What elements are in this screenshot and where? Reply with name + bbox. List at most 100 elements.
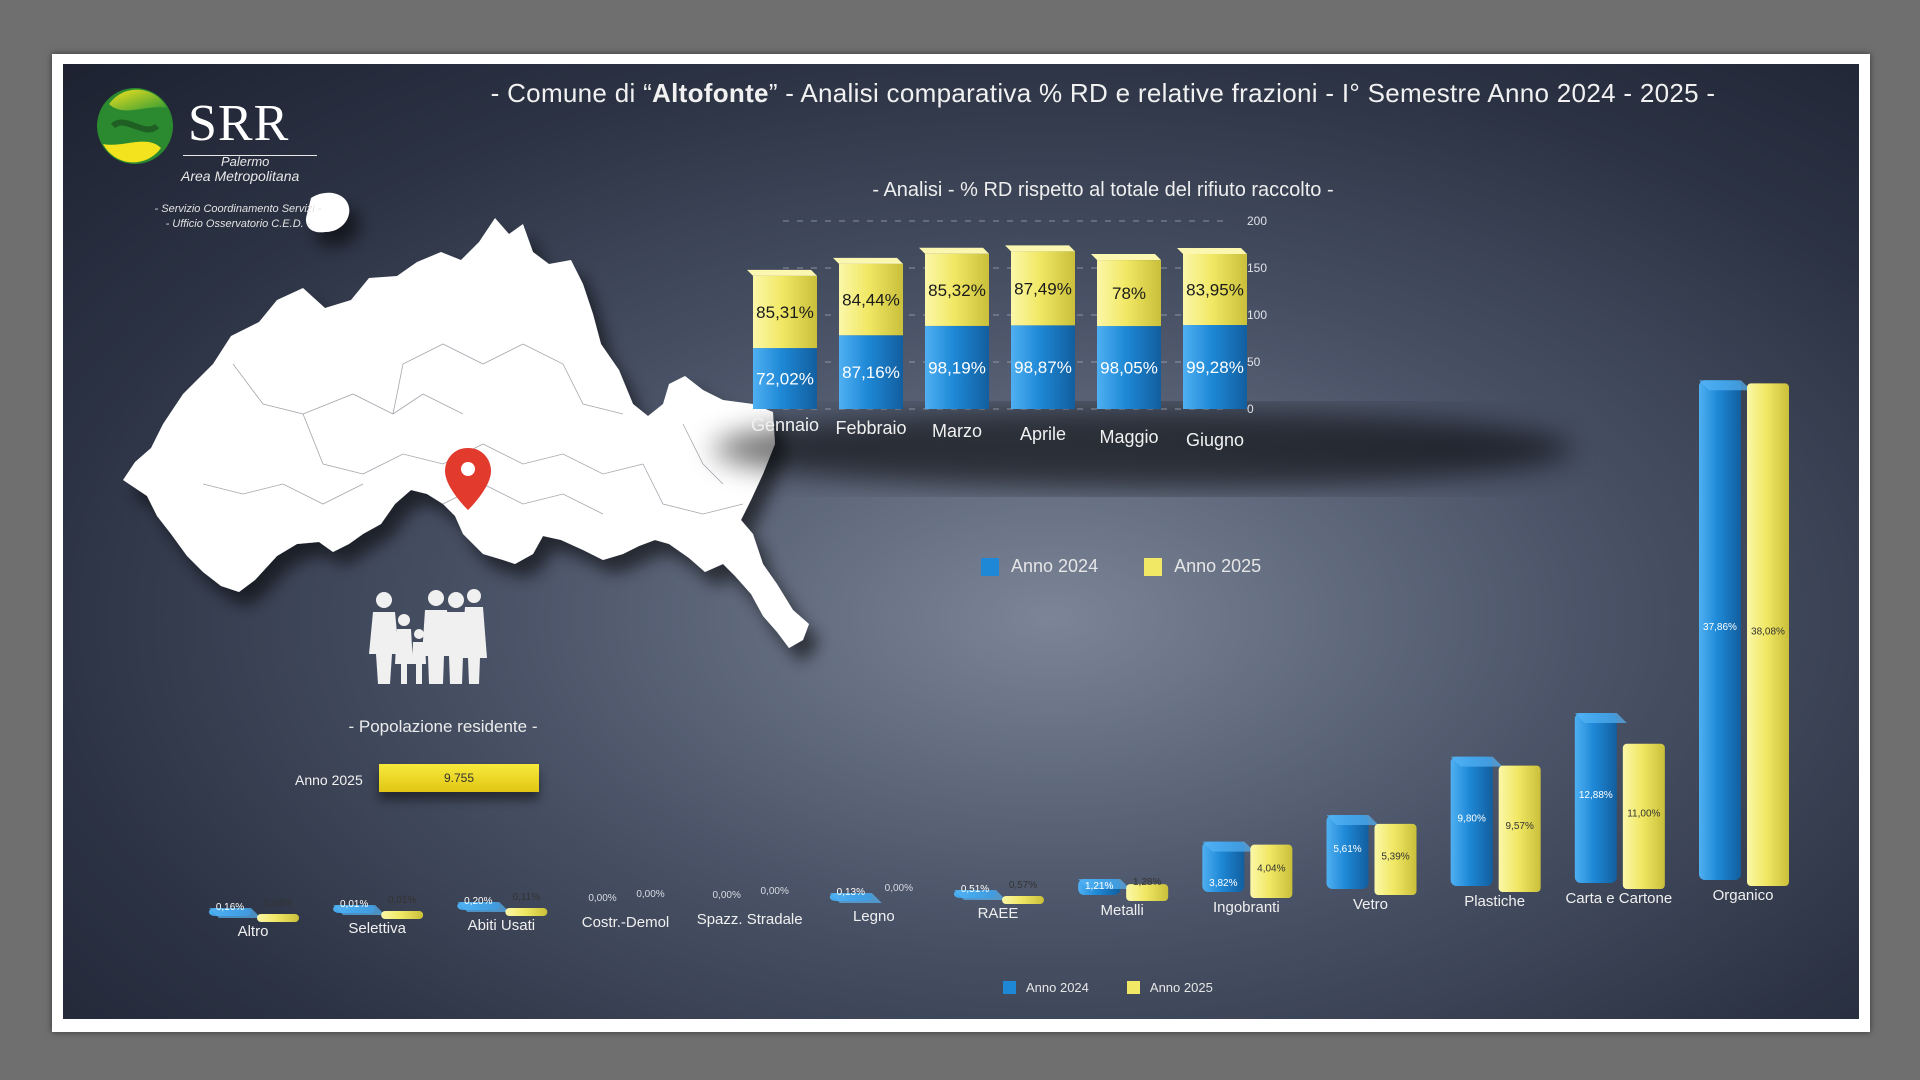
territory-map [123,192,809,648]
chart1-bar-top [1091,254,1161,261]
chart1-ytick-label: 100 [1247,308,1267,322]
fractions-chart: 0,16% 0,04% Altro 0,01% 0,01% Selettiva 0,20% 0… [209,380,1789,940]
chart1-ytick-label: 150 [1247,261,1267,275]
chart2-label-2025: 11,00% [1627,808,1660,819]
chart1-bar-top [747,269,817,276]
chart2-bar-top [1078,879,1131,890]
chart2-label-2024: 5,61% [1333,844,1361,855]
chart2-category-label: Altro [238,923,269,940]
legend2-label-2024: Anno 2024 [1026,980,1089,995]
chart2-bar-top [1450,756,1503,767]
chart1-label-2024: 98,05% [1100,359,1158,378]
chart2-bar-2025 [1250,844,1293,898]
chart2-category-label: Organico [1713,887,1774,904]
chart2-category-label: Abiti Usati [468,917,536,934]
chart2-bar-2024 [1326,814,1369,889]
chart2-label-2025: 0,57% [1009,880,1037,891]
chart2-label-2025: 38,08% [1751,627,1785,638]
chart1-label-2025: 85,32% [928,281,986,300]
chart2-label-2025: 0,00% [885,883,913,894]
chart2-bar-top [1202,841,1255,852]
chart2-bar-top [209,908,261,918]
chart1-bar-top [919,247,989,254]
chart1-bar-2025 [1097,260,1161,327]
chart2-category-label: RAEE [978,905,1019,922]
chart2-bar-top [954,890,1006,900]
chart1-ytick-label: 0 [1247,402,1254,416]
chart1-bar-2024 [1183,325,1247,409]
chart2-label-2025: 0,11% [513,892,541,903]
chart1-label-2025: 85,31% [756,303,814,322]
chart1-title: - Analisi - % RD rispetto al totale del … [872,179,1334,201]
chart2-label-2024: 0,00% [712,890,740,901]
chart1-bar-top [833,257,903,264]
logo-subtitle-1: Palermo [221,154,270,169]
legend2-swatch-2024 [1003,981,1016,994]
chart2-legend: Anno 2024 Anno 2025 [1003,980,1213,995]
chart1-label-2024: 99,28% [1186,358,1244,377]
chart2-category-label: Vetro [1353,896,1388,913]
chart1-bar-2024 [1011,325,1075,409]
chart2-bar-2025 [257,914,299,922]
chart1-bar-2025 [839,263,903,336]
chart1-bar-2025 [1011,251,1075,326]
logo-divider [183,155,317,156]
chart2-label-2024: 9,80% [1457,813,1485,824]
chart2-label-2024: 37,86% [1703,622,1737,633]
chart2-bar-top [457,902,510,912]
legend-label-2025: Anno 2025 [1174,556,1262,576]
legend2-swatch-2025 [1126,981,1140,994]
chart1-bar-2024 [1097,326,1161,409]
chart1-label-2024: 98,19% [928,358,986,377]
chart1-legend: Anno 2024 Anno 2025 [981,556,1261,577]
legend-label-2024: Anno 2024 [1011,556,1099,576]
chart2-label-2025: 0,00% [760,886,788,897]
chart2-bar-top [333,905,386,915]
chart2-label-2024: 3,82% [1209,878,1237,889]
chart1-bar-top [1005,245,1075,252]
chart1-label-2025: 87,49% [1014,279,1072,298]
chart2-bar-2025 [1498,765,1541,892]
chart1-category-label: Gennaio [751,415,819,435]
chart1-category-label: Giugno [1186,430,1244,450]
office-line-2: - Ufficio Osservatorio C.E.D. - [165,218,311,230]
chart1-ytick-label: 200 [1247,214,1267,228]
population-year: Anno 2025 [295,772,363,788]
chart2-label-2025: 5,39% [1381,851,1409,862]
chart1-label-2024: 98,87% [1014,358,1072,377]
chart2-category-label: Costr.-Demol [582,914,670,931]
chart2-category-label: Selettiva [348,920,406,937]
legend2-label-2025: Anno 2025 [1149,980,1213,995]
chart1-ytick-label: 50 [1247,355,1261,369]
chart2-category-label: Spazz. Stradale [697,911,803,928]
chart2-bar-2025 [1126,884,1169,901]
chart2-label-2025: 0,00% [636,889,664,900]
chart2-label-2025: 4,04% [1257,863,1285,874]
chart2-label-2024: 12,88% [1579,790,1613,801]
office-line-1: - Servizio Coordinamento Servizi - [154,203,322,215]
chart2-label-2024: 0,01% [340,899,368,910]
chart1-bar-2024 [839,335,903,409]
chart2-label-2024: 0,13% [837,887,865,898]
chart2-bar-top [1574,712,1627,723]
chart2-label-2025: 9,57% [1505,821,1533,832]
chart2-bar-2025 [1622,743,1665,889]
chart1-bar-2024 [925,325,989,409]
chart2-bar-2024 [1202,841,1245,892]
chart2-label-2024: 0,00% [588,893,616,904]
page-title: - Comune di “Altofonte” - Analisi compar… [490,78,1716,108]
population-icon [369,589,487,684]
chart2-bar-2025 [381,911,424,919]
legend-swatch-2025 [1144,557,1163,576]
infographic-panel: 200 150 100 50 0 72,02% 85,31% Gennaio 87,16% 84… [63,64,1859,1019]
chart2-label-2025: 0,01% [388,895,416,906]
chart2-label-2024: 1,21% [1085,881,1113,892]
office-caption: - Servizio Coordinamento Servizi - - Uff… [113,202,363,232]
chart2-label-2024: 0,51% [961,884,989,895]
chart2-bar-top [829,893,882,903]
population-label: - Popolazione residente - [348,717,538,736]
chart2-bar-2024 [1699,380,1741,880]
chart2-bar-top [1326,814,1379,825]
chart1-category-label: Marzo [932,421,982,441]
srr-logo-icon [97,88,173,164]
